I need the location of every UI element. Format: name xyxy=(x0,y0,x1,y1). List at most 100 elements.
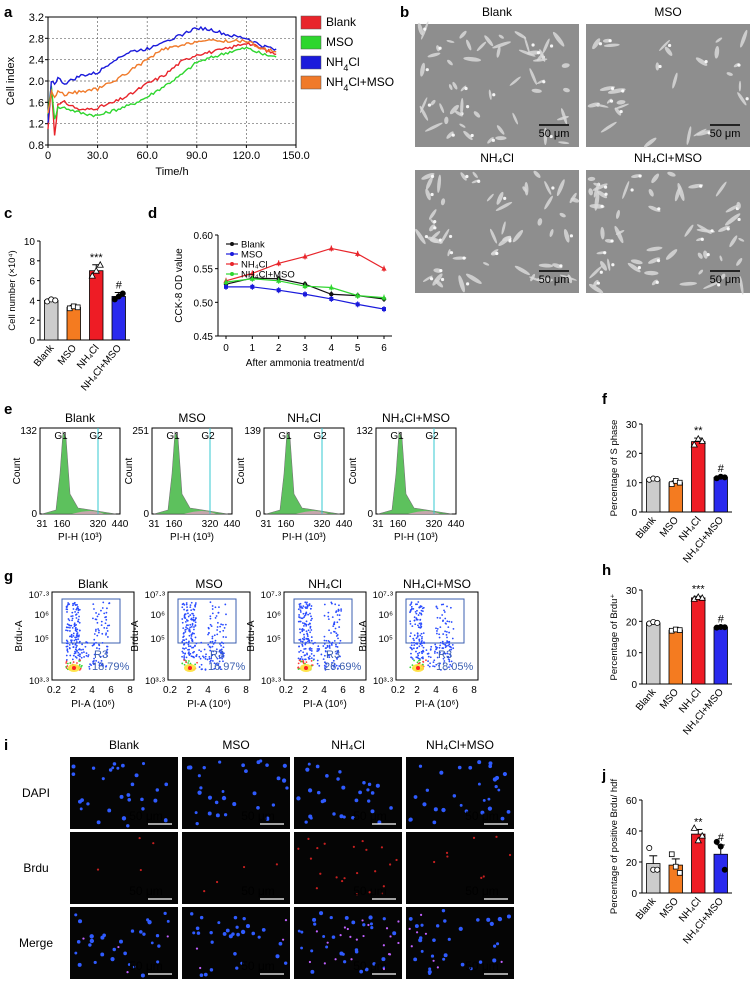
nucleus-dot xyxy=(305,767,310,772)
cell-shape xyxy=(607,258,611,271)
data-point xyxy=(381,265,387,271)
brdu-dot xyxy=(96,868,100,871)
brdu-dot xyxy=(356,871,359,875)
cell-shape xyxy=(556,179,565,197)
y-min-label: 0 xyxy=(255,509,261,520)
flow-event xyxy=(413,644,416,647)
flow-event xyxy=(195,653,198,656)
cell-nucleus xyxy=(621,89,625,93)
flow-event xyxy=(325,639,328,642)
cell-shape xyxy=(589,203,605,209)
flow-event xyxy=(425,659,427,662)
flow-event xyxy=(412,647,415,650)
flow-event xyxy=(213,662,216,665)
gate-label: R3 xyxy=(326,649,340,661)
flow-event xyxy=(422,646,425,649)
flow-event xyxy=(299,658,302,661)
flow-event xyxy=(446,652,449,655)
cell-shape xyxy=(487,137,494,144)
flow-event xyxy=(421,652,423,655)
flow-event xyxy=(310,629,313,631)
legend-marker xyxy=(230,262,234,266)
cell-shape xyxy=(724,213,741,226)
flow-event xyxy=(189,623,192,626)
flow-event xyxy=(415,650,417,653)
histogram-frame xyxy=(151,427,233,515)
nucleus-dot xyxy=(342,815,346,819)
flow-event xyxy=(436,632,438,635)
nucleus-dot xyxy=(468,765,473,770)
nucleus-dot xyxy=(195,926,200,931)
legend-label: Blank xyxy=(241,240,265,251)
cell-shape xyxy=(452,81,458,90)
flow-event xyxy=(323,614,326,617)
y-axis-label: Percentage of S phase xyxy=(609,420,620,517)
flow-event xyxy=(421,636,423,638)
cell-shape xyxy=(684,224,694,237)
brdu-dot xyxy=(397,920,400,923)
flow-event xyxy=(436,627,439,630)
flow-event xyxy=(446,656,449,659)
flow-event xyxy=(421,637,423,640)
cell-shape xyxy=(615,230,625,235)
flow-event xyxy=(190,609,193,612)
g1-peak xyxy=(153,430,229,515)
flow-event xyxy=(337,637,339,640)
cell-shape xyxy=(664,46,673,56)
cell-shape xyxy=(542,38,550,54)
histogram-title: Blank xyxy=(65,411,96,425)
nucleus-dot xyxy=(107,808,112,813)
flow-event xyxy=(74,643,77,646)
x-tick-label: 8 xyxy=(471,685,477,696)
flow-event xyxy=(209,623,212,626)
data-point xyxy=(654,619,661,626)
flow-event xyxy=(420,642,423,645)
cell-shape xyxy=(460,172,467,181)
flow-event xyxy=(328,647,331,649)
nucleus-dot xyxy=(482,798,486,802)
cell-shape xyxy=(495,136,507,141)
flow-event xyxy=(450,660,453,663)
brdu-dot xyxy=(380,892,384,895)
cell-shape xyxy=(531,88,542,93)
gate-percent: 26.69% xyxy=(324,661,362,673)
flow-event xyxy=(332,625,335,628)
flow-event xyxy=(318,664,321,667)
legend-marker xyxy=(230,272,234,276)
flow-event xyxy=(418,662,421,665)
nucleus-dot xyxy=(338,770,342,774)
brdu-dot xyxy=(334,958,337,961)
cell-shape xyxy=(544,181,552,195)
flow-event xyxy=(313,654,315,657)
density-peak xyxy=(72,666,76,670)
flow-event xyxy=(448,660,451,663)
y-tick-label: 0.45 xyxy=(194,332,214,343)
flow-event xyxy=(304,647,307,650)
cell-shape xyxy=(489,228,498,244)
y-tick-label: 10³·³ xyxy=(145,676,165,687)
cell-nucleus xyxy=(596,281,600,285)
flow-event xyxy=(419,642,422,645)
flow-event xyxy=(303,629,305,631)
flow-event xyxy=(311,664,314,667)
data-point xyxy=(694,836,702,844)
flow-event xyxy=(185,656,188,659)
flow-event xyxy=(78,663,81,666)
nucleus-dot xyxy=(209,968,214,972)
y-tick-label: 3.2 xyxy=(29,12,44,24)
cell-shape xyxy=(740,29,748,48)
nucleus-dot xyxy=(368,915,373,920)
flow-event xyxy=(442,620,444,622)
flow-event xyxy=(182,635,185,638)
flow-event xyxy=(209,659,212,662)
flow-event xyxy=(72,646,75,649)
cell-shape xyxy=(424,122,443,132)
flow-event xyxy=(216,633,219,636)
brdu-dot xyxy=(389,935,392,938)
flow-event xyxy=(189,626,192,629)
nucleus-dot xyxy=(276,776,281,781)
flow-event xyxy=(434,643,437,646)
flow-event xyxy=(105,633,107,636)
flow-event xyxy=(108,602,110,605)
